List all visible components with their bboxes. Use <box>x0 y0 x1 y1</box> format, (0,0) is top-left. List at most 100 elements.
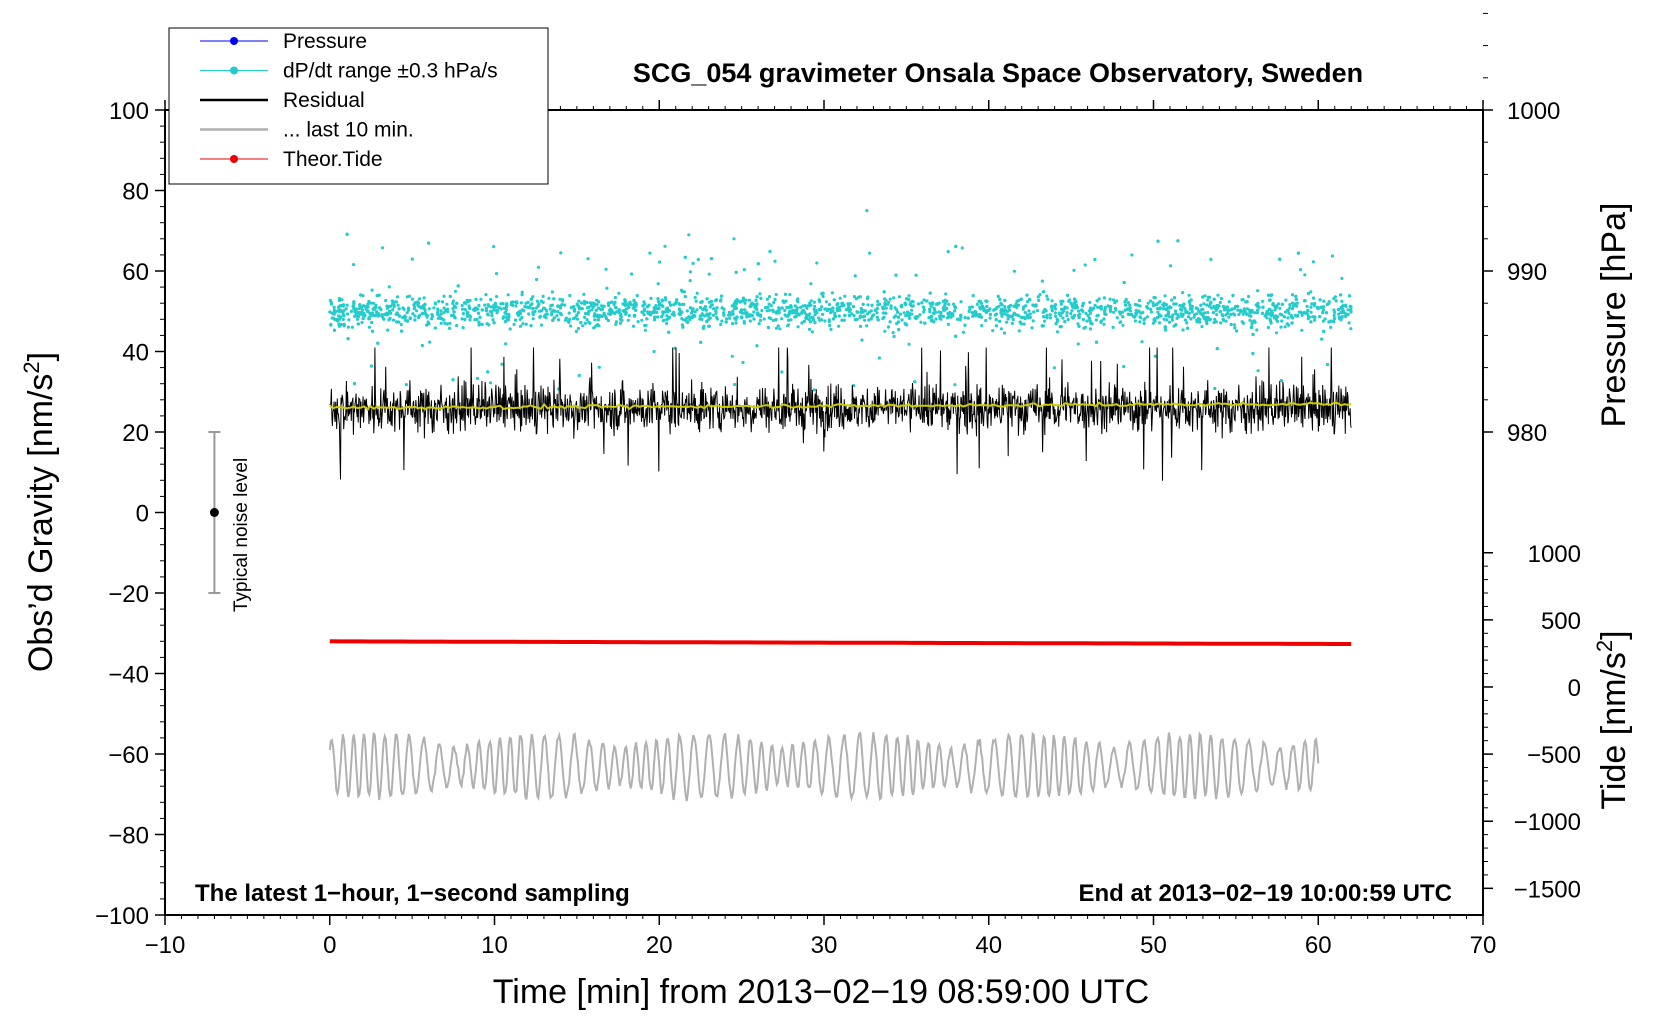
dpdt-point <box>852 295 857 299</box>
dpdt-point <box>527 312 531 316</box>
dpdt-point <box>1222 318 1226 322</box>
dpdt-point <box>1016 303 1021 307</box>
dpdt-point <box>442 318 446 322</box>
dpdt-point <box>335 317 339 322</box>
dpdt-point <box>423 302 427 306</box>
dpdt-point <box>550 313 554 317</box>
dpdt-point <box>907 316 912 320</box>
dpdt-point <box>400 329 404 333</box>
dpdt-point <box>1219 296 1224 301</box>
dpdt-point <box>741 360 745 365</box>
dpdt-point <box>786 323 791 327</box>
y-tick-label: 100 <box>109 98 149 125</box>
dpdt-point <box>993 313 997 317</box>
dpdt-point <box>696 257 700 262</box>
dpdt-point <box>541 294 545 298</box>
dpdt-point <box>492 245 496 249</box>
dpdt-point <box>497 306 502 310</box>
dpdt-point <box>643 323 647 328</box>
last-10-min-line <box>328 731 1320 803</box>
dpdt-point <box>843 313 847 317</box>
dpdt-point <box>846 307 850 311</box>
dpdt-point <box>1167 320 1172 324</box>
residual-mean-line <box>329 401 1352 411</box>
dpdt-point <box>705 297 709 301</box>
dpdt-point <box>535 299 540 303</box>
dpdt-point <box>375 311 379 315</box>
dpdt-point <box>809 299 813 303</box>
dpdt-point <box>720 306 724 310</box>
dpdt-point <box>1189 298 1193 302</box>
dpdt-point <box>436 313 440 317</box>
dpdt-point <box>593 312 597 316</box>
dpdt-point <box>642 313 646 317</box>
dpdt-point <box>896 315 901 319</box>
y-tick-label: 40 <box>122 340 149 367</box>
dpdt-point <box>405 295 409 299</box>
dpdt-point <box>876 299 880 303</box>
dpdt-point <box>543 313 547 317</box>
dpdt-point <box>539 299 544 303</box>
dpdt-point <box>1007 304 1012 308</box>
dpdt-point <box>1170 318 1174 322</box>
dpdt-point <box>370 320 374 325</box>
dpdt-point <box>820 291 824 295</box>
dpdt-point <box>1149 307 1153 311</box>
dpdt-point <box>1019 297 1023 301</box>
dpdt-point <box>1041 310 1045 314</box>
dpdt-point <box>625 307 629 311</box>
dpdt-point <box>910 308 914 312</box>
dpdt-point <box>545 309 549 313</box>
y-axis-title-left-sup: 2 <box>19 361 44 373</box>
dpdt-point <box>1269 311 1273 316</box>
dpdt-point <box>973 309 977 314</box>
dpdt-point <box>595 314 600 318</box>
dpdt-point <box>1053 305 1057 309</box>
dpdt-point <box>734 299 738 303</box>
dpdt-point <box>456 284 460 288</box>
dpdt-point <box>1280 302 1284 306</box>
dpdt-point <box>1027 316 1031 320</box>
dpdt-point <box>1267 307 1271 311</box>
dpdt-point <box>631 324 636 328</box>
dpdt-point <box>1016 313 1020 317</box>
dpdt-point <box>1300 328 1304 332</box>
dpdt-point <box>1218 310 1222 314</box>
dpdt-point <box>767 295 772 299</box>
dpdt-point <box>1153 354 1157 358</box>
dpdt-point <box>882 315 886 319</box>
dpdt-point <box>534 306 538 310</box>
dpdt-point <box>1023 317 1027 321</box>
dpdt-point <box>608 308 612 312</box>
dpdt-point <box>1188 307 1192 311</box>
dpdt-point <box>1190 310 1194 314</box>
dpdt-point <box>1061 299 1065 303</box>
dpdt-point <box>1181 291 1185 295</box>
dpdt-point <box>1003 298 1007 302</box>
dpdt-point <box>455 301 459 305</box>
dpdt-point <box>889 306 893 310</box>
dpdt-point <box>752 317 756 321</box>
dpdt-point <box>491 318 495 322</box>
dpdt-point <box>1199 303 1203 307</box>
dpdt-point <box>1248 318 1252 322</box>
dpdt-point <box>504 308 508 312</box>
dpdt-point <box>650 310 654 314</box>
dpdt-point <box>1158 321 1162 325</box>
dpdt-point <box>937 301 941 305</box>
dpdt-point <box>466 314 470 318</box>
dpdt-point <box>1206 310 1210 315</box>
dpdt-point <box>494 272 499 276</box>
dpdt-point <box>693 310 697 314</box>
dpdt-point <box>575 313 579 317</box>
dpdt-point <box>799 305 803 309</box>
dpdt-point <box>540 323 544 327</box>
dpdt-point <box>783 292 788 296</box>
dpdt-point <box>767 316 771 320</box>
dpdt-point <box>733 382 737 387</box>
dpdt-point <box>813 321 817 325</box>
dpdt-point <box>1040 279 1044 283</box>
dpdt-point <box>698 314 702 318</box>
dpdt-point <box>1300 311 1304 315</box>
y-tick-labels: 100 80 60 40 20 0 −20 −40 −60 −80 −100 <box>95 98 149 930</box>
